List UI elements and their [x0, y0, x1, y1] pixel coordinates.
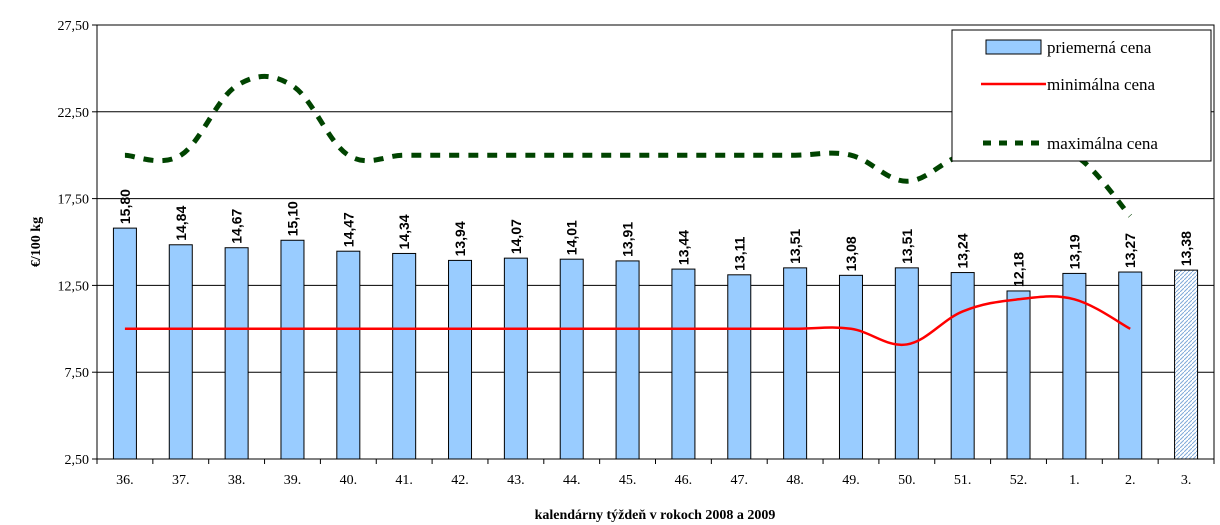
data-label: 13,27: [1122, 233, 1138, 268]
bar: [615, 260, 640, 460]
x-tick-label: 42.: [451, 473, 469, 488]
bar: [1006, 290, 1031, 460]
bar: [224, 247, 249, 460]
x-tick-label: 1.: [1069, 473, 1080, 488]
y-tick-label: 7,50: [65, 366, 90, 381]
bar: [1118, 271, 1143, 460]
data-label: 12,18: [1011, 252, 1027, 287]
y-tick-label: 2,50: [65, 453, 90, 468]
x-tick-label: 40.: [340, 473, 358, 488]
bar: [1062, 272, 1087, 460]
legend-swatch-bar: [985, 39, 1042, 55]
y-axis-title: €/100 kg: [29, 217, 44, 267]
x-tick-label: 39.: [284, 473, 302, 488]
bar: [112, 227, 137, 460]
data-label: 13,94: [452, 221, 468, 256]
x-tick-label: 52.: [1010, 473, 1028, 488]
x-tick-label: 50.: [898, 473, 916, 488]
bar: [559, 258, 584, 460]
data-label: 14,67: [229, 208, 245, 243]
bar: [503, 257, 528, 460]
x-tick-label: 3.: [1181, 473, 1192, 488]
x-tick-label: 37.: [172, 473, 190, 488]
y-axis-ticks: 2,50 7,50 12,50 17,50 22,50 27,50: [58, 19, 97, 468]
data-label: 13,51: [787, 229, 803, 264]
bar: [448, 259, 473, 460]
x-tick-label: 2.: [1125, 473, 1136, 488]
data-label: 13,11: [731, 236, 747, 270]
x-tick-label: 47.: [731, 473, 749, 488]
x-tick-label: 36.: [116, 473, 134, 488]
x-tick-label: 41.: [395, 473, 413, 488]
x-tick-label: 38.: [228, 473, 246, 488]
data-label: 14,47: [340, 212, 356, 247]
data-label: 13,44: [675, 230, 691, 265]
max-price-line: [124, 73, 1133, 218]
data-label: 14,01: [564, 220, 580, 255]
bar: [671, 268, 696, 460]
data-label: 13,08: [843, 236, 859, 271]
x-tick-label: 48.: [786, 473, 804, 488]
y-tick-label: 12,50: [58, 279, 90, 294]
data-label: 13,51: [899, 229, 915, 264]
bar-series: [112, 227, 1199, 460]
bar: [838, 274, 863, 460]
legend: priemerná cena minimálna cena maximálna …: [951, 29, 1212, 162]
x-axis-ticks: 36. 37. 38. 39. 40. 41. 42. 43. 44. 45. 46. 47. 48. 4…: [96, 459, 1215, 488]
data-labels: 15,80 14,84 14,67 15,10 14,47 14,34 13,94 14,07…: [117, 189, 1194, 287]
bar: [1174, 269, 1199, 460]
bar: [392, 252, 417, 460]
bar: [950, 272, 975, 460]
x-tick-label: 51.: [954, 473, 972, 488]
data-label: 14,34: [396, 214, 412, 249]
bar: [783, 267, 808, 460]
min-price-line: [124, 295, 1131, 347]
legend-label-minimum: minimálna cena: [1047, 75, 1156, 94]
data-label: 15,80: [117, 189, 133, 224]
y-tick-label: 27,50: [58, 19, 90, 34]
y-tick-label: 17,50: [58, 193, 90, 208]
x-tick-label: 43.: [507, 473, 525, 488]
data-label: 13,91: [620, 222, 636, 257]
x-tick-label: 44.: [563, 473, 581, 488]
data-label: 13,24: [955, 233, 971, 268]
bar: [168, 244, 193, 460]
x-axis-title: kalendárny týždeň v rokoch 2008 a 2009: [535, 508, 776, 523]
y-tick-label: 22,50: [58, 106, 90, 121]
bar: [336, 250, 361, 460]
data-label: 14,84: [173, 206, 189, 241]
x-tick-label: 49.: [842, 473, 860, 488]
data-label: 13,38: [1178, 231, 1194, 266]
bar: [894, 267, 919, 460]
x-tick-label: 45.: [619, 473, 637, 488]
data-label: 13,19: [1066, 234, 1082, 269]
bar: [280, 239, 305, 460]
bar: [727, 274, 752, 460]
data-label: 15,10: [284, 201, 300, 236]
legend-label-average: priemerná cena: [1047, 38, 1152, 57]
legend-label-maximum: maximálna cena: [1047, 134, 1158, 153]
data-label: 14,07: [508, 219, 524, 254]
line-series: [124, 73, 1133, 347]
x-tick-label: 46.: [675, 473, 693, 488]
